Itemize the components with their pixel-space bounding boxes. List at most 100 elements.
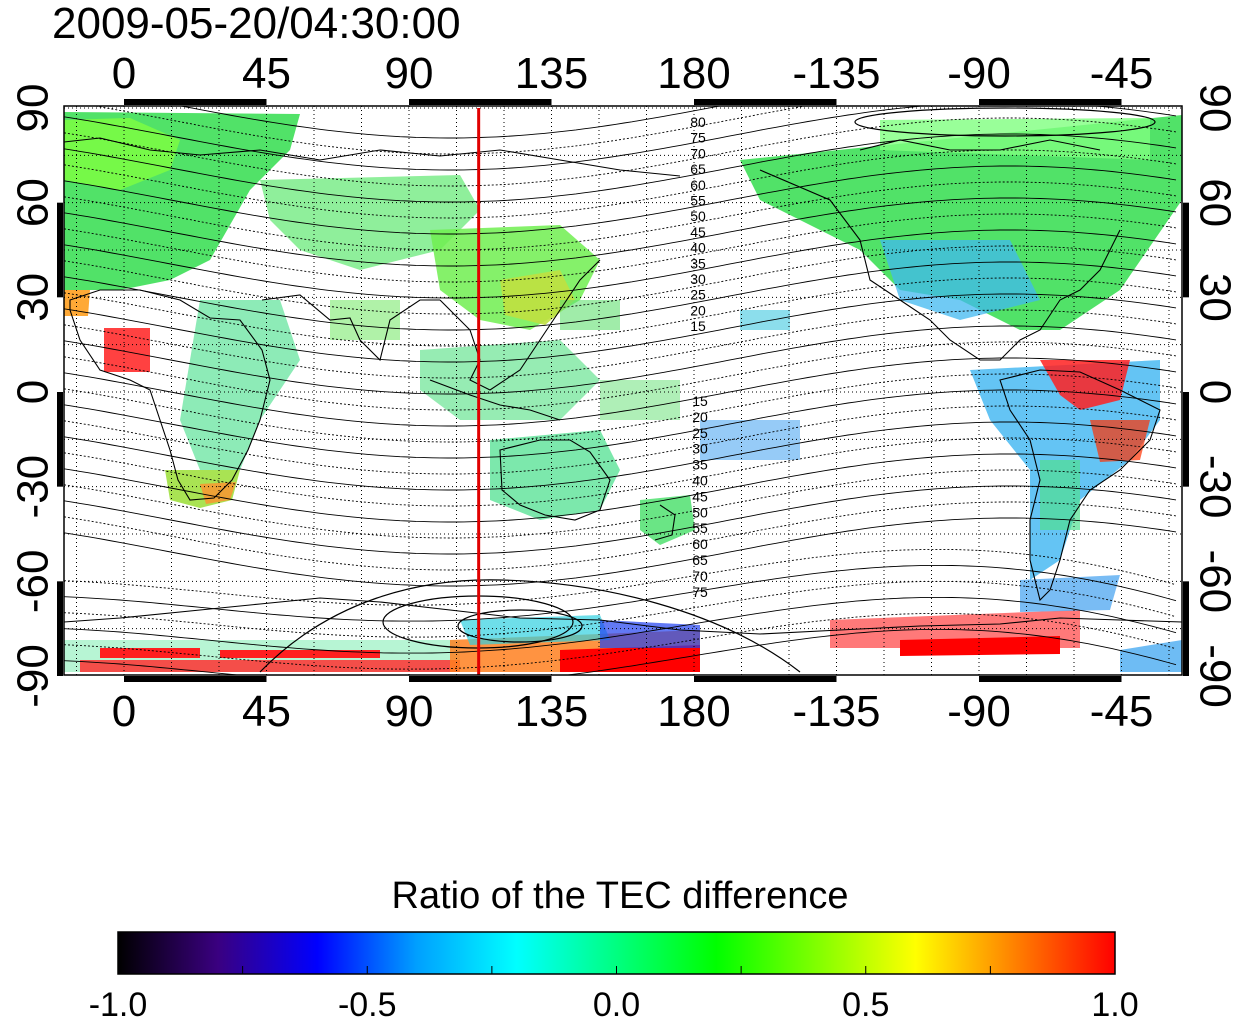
lon-tick-label: 180	[657, 687, 730, 736]
lat-tick-label: -60	[1190, 550, 1239, 614]
coastlines	[64, 137, 1182, 635]
lon-tick-label: 0	[112, 49, 136, 98]
contour-label: 45	[690, 224, 706, 240]
lon-tick-label: 135	[515, 49, 588, 98]
lon-bar-top	[409, 99, 552, 105]
lat-tick-label: 30	[1190, 273, 1239, 322]
lon-tick-label: -45	[1090, 687, 1154, 736]
contour-line	[64, 453, 1177, 523]
contour-line	[64, 612, 1177, 670]
lon-bar-top	[124, 99, 267, 105]
lat-bar-left	[57, 202, 63, 298]
contour-label: 50	[690, 208, 706, 224]
contour-label: 55	[692, 520, 708, 536]
contour-line	[64, 389, 1177, 459]
lon-tick-label: 45	[242, 687, 291, 736]
contour-label: 30	[690, 271, 706, 287]
contour-line	[64, 293, 1177, 363]
contour-line	[64, 229, 1177, 299]
lon-tick-label: 90	[385, 49, 434, 98]
latitude-ticks-left: 90 60 30 0 -30 -60 -90	[9, 84, 58, 708]
contour-line	[64, 628, 1177, 675]
contour-line	[64, 261, 1177, 331]
contour-line	[64, 133, 1177, 203]
lat-tick-label: 30	[9, 273, 58, 322]
contour-label: 35	[692, 457, 708, 473]
contour-line	[64, 548, 1177, 606]
figure-title: 2009-05-20/04:30:00	[52, 0, 461, 48]
lon-bar-bottom	[124, 676, 267, 682]
contour-label: 25	[692, 425, 708, 441]
contour-loop	[259, 579, 801, 673]
contour-loop	[457, 609, 583, 643]
contour-label: 25	[690, 287, 706, 303]
contour-line	[64, 165, 1177, 235]
colorbar-tick-labels: -1.0 -0.5 0.0 0.5 1.0	[89, 986, 1139, 1024]
lon-tick-label: 0	[112, 687, 136, 736]
contour-line	[64, 421, 1177, 491]
contour-label: 65	[690, 161, 706, 177]
lat-tick-label: -30	[9, 455, 58, 519]
contour-label: 20	[690, 302, 706, 318]
contour-labels: 8075706560555045403530252015152025303540…	[690, 114, 708, 600]
lon-tick-label: 90	[385, 687, 434, 736]
contour-label: 55	[690, 193, 706, 209]
contour-loop	[854, 107, 1156, 137]
contour-line	[64, 437, 1177, 507]
longitude-ticks-top: 0 45 90 135 180 -135 -90 -45	[112, 49, 1154, 98]
lat-bar-right	[1183, 202, 1189, 298]
contour-label: 75	[692, 584, 708, 600]
contour-label: 70	[690, 145, 706, 161]
lat-bar-right	[1183, 581, 1189, 676]
contour-line	[64, 564, 1177, 622]
contour-line	[64, 197, 1177, 267]
lon-tick-label: 135	[515, 687, 588, 736]
colorbar-tick-label: -1.0	[89, 986, 148, 1024]
lon-bar-top	[979, 99, 1122, 105]
contour-line	[64, 309, 1177, 379]
lat-bar-left	[57, 392, 63, 487]
contour-line	[178, 106, 722, 139]
colorbar-ticks	[117, 966, 1116, 974]
contour-line	[64, 325, 1177, 395]
lon-tick-label: -135	[792, 687, 880, 736]
lon-tick-label: 45	[242, 49, 291, 98]
latitude-ticks-right: 90 60 30 0 -30 -60 -90	[1190, 84, 1239, 708]
contour-label: 45	[692, 488, 708, 504]
contour-line	[64, 181, 1177, 251]
contour-label: 50	[692, 504, 708, 520]
lat-tick-label: -90	[1190, 644, 1239, 708]
contour-label: 75	[690, 130, 706, 146]
contour-line	[64, 245, 1177, 315]
lat-tick-label: 90	[1190, 84, 1239, 133]
lat-tick-label: 0	[1190, 380, 1239, 404]
contour-line	[64, 117, 1177, 187]
tec-patches	[64, 112, 1182, 672]
contour-label: 35	[690, 255, 706, 271]
colorbar-tick-label: 0.5	[842, 986, 889, 1024]
lat-tick-label: -30	[1190, 455, 1239, 519]
magnetic-latitude-contours	[64, 106, 1177, 675]
colorbar-tick-label: 1.0	[1091, 986, 1138, 1024]
lon-tick-label: 180	[657, 49, 730, 98]
contour-label: 65	[692, 552, 708, 568]
contour-label: 15	[692, 393, 708, 409]
contour-label: 20	[692, 409, 708, 425]
contour-label: 40	[690, 240, 706, 256]
lon-bar-bottom	[979, 676, 1122, 682]
lon-tick-label: -90	[947, 49, 1011, 98]
contour-label: 15	[690, 318, 706, 334]
contour-line	[64, 596, 1177, 654]
colorbar-tick-label: -0.5	[338, 986, 397, 1024]
lat-bar-left	[57, 581, 63, 676]
contour-line	[64, 341, 1177, 411]
lon-tick-label: -135	[792, 49, 880, 98]
contour-label: 40	[692, 473, 708, 489]
lon-bar-bottom	[409, 676, 552, 682]
contour-label: 80	[690, 114, 706, 130]
contour-label: 70	[692, 568, 708, 584]
contour-line	[64, 213, 1177, 283]
contour-line	[64, 517, 1177, 587]
contour-label: 30	[692, 441, 708, 457]
